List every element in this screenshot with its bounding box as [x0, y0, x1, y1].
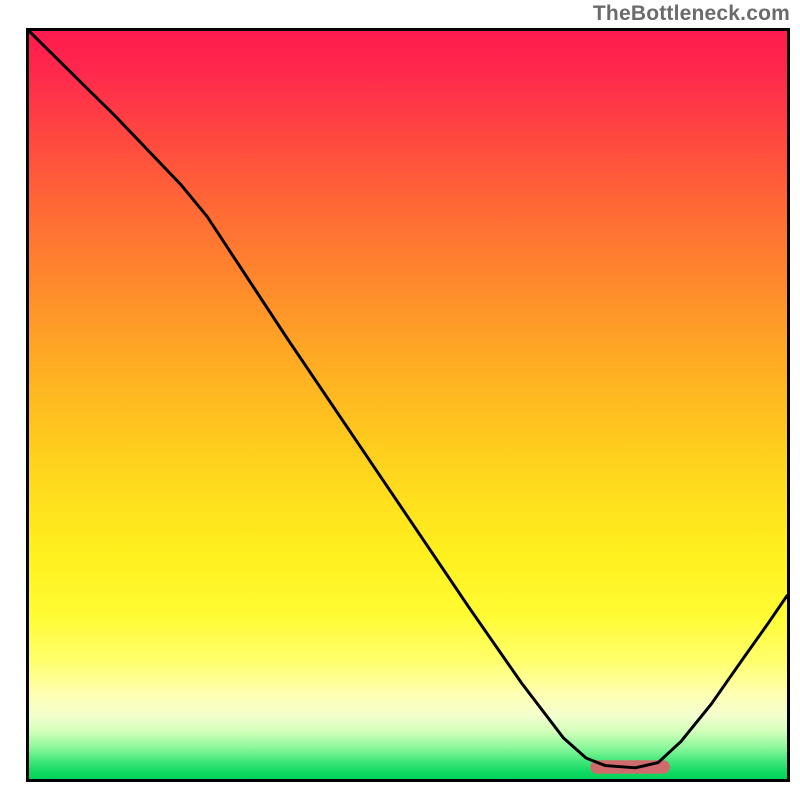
watermark-text: TheBottleneck.com — [593, 2, 790, 26]
plot-svg — [29, 31, 787, 779]
root: { "canvas": { "width": 800, "height": 80… — [0, 0, 800, 800]
bottleneck-curve — [29, 31, 787, 768]
plot-area — [26, 28, 790, 782]
